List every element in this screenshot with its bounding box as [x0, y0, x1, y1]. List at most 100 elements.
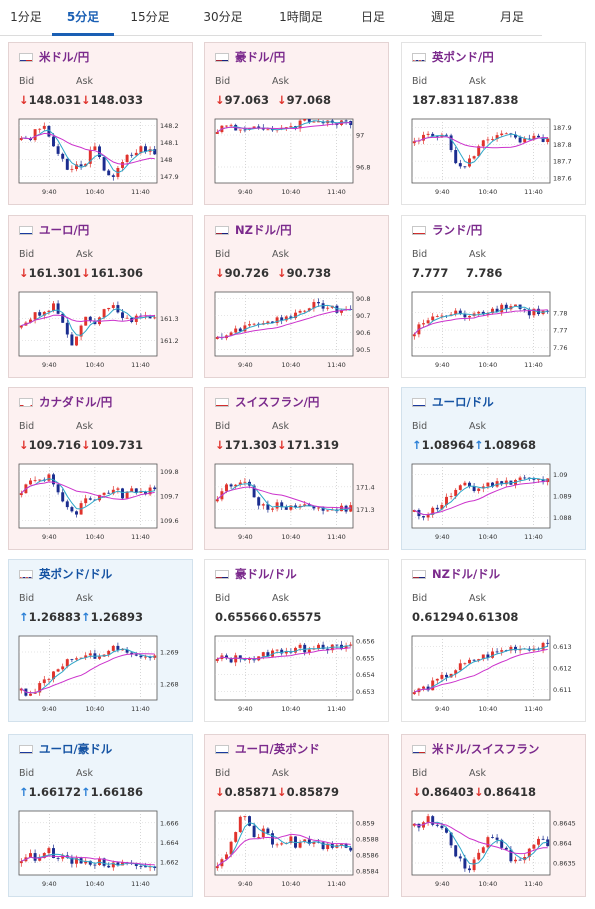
rate-card[interactable]: ユーロ/英ポンド Bid Ask ↓0.85871 ↓0.85879 0.859 0.858…: [204, 734, 389, 897]
y-tick-label: 187.6: [553, 174, 572, 182]
candle: [518, 477, 522, 480]
mini-chart[interactable]: 7.78 7.77 7.76 9:40 10:40 11:40: [410, 288, 578, 370]
candle: [19, 493, 23, 496]
pair-title[interactable]: NZドル/ドル: [412, 566, 500, 582]
candle: [33, 692, 37, 694]
pair-name[interactable]: ユーロ/ドル: [432, 395, 494, 409]
mini-chart[interactable]: 1.666 1.664 1.662 9:40 10:40 11:40: [17, 807, 185, 889]
tab-6[interactable]: 週足: [404, 0, 482, 36]
pair-title[interactable]: 米ドル/円: [19, 49, 89, 65]
bid-label: Bid: [412, 593, 428, 604]
pair-name[interactable]: 豪ドル/ドル: [235, 567, 297, 581]
pair-title[interactable]: ランド/円: [412, 222, 482, 238]
candle: [144, 656, 147, 658]
ma-short-line: [217, 304, 351, 339]
candle: [426, 320, 430, 324]
mini-chart[interactable]: 0.8645 0.864 0.8635 9:40 10:40 11:40: [410, 807, 578, 889]
candle: [52, 848, 55, 859]
pair-name[interactable]: 豪ドル/円: [235, 50, 286, 64]
rate-card[interactable]: 英ポンド/円 Bid Ask 187.831 187.838 187.9 187.8 187.…: [401, 42, 586, 205]
pair-title[interactable]: スイスフラン/円: [215, 394, 319, 410]
pair-title[interactable]: ユーロ/豪ドル: [19, 741, 112, 757]
pair-title[interactable]: ユーロ/ドル: [412, 394, 494, 410]
candle: [107, 865, 111, 868]
mini-chart[interactable]: 1.269 1.268 9:40 10:40 11:40: [17, 632, 185, 714]
pair-name[interactable]: ユーロ/英ポンド: [235, 742, 320, 756]
tab-1[interactable]: 5分足: [52, 0, 114, 36]
candle: [463, 663, 467, 665]
pair-title[interactable]: NZドル/円: [215, 222, 292, 238]
mini-chart[interactable]: 0.859 0.8588 0.8586 0.8584 9:40 10:40 11:40: [213, 807, 381, 889]
rate-card[interactable]: カナダドル/円 Bid Ask ↓109.716 ↓109.731 109.8 109.7 1…: [8, 387, 193, 550]
tab-4[interactable]: 1時間足: [260, 0, 342, 36]
candle: [472, 486, 476, 492]
x-tick-label: 10:40: [86, 188, 105, 196]
candle: [238, 816, 242, 833]
candle: [266, 129, 270, 131]
mini-chart[interactable]: 109.8 109.7 109.6 9:40 10:40 11:40: [17, 460, 185, 542]
rate-card[interactable]: 英ポンド/ドル Bid Ask ↑1.26883 ↑1.26893 1.269 1.268 9…: [8, 559, 193, 722]
rate-card[interactable]: 豪ドル/ドル Bid Ask 0.65566 0.65575 0.656 0.655 0.65…: [204, 559, 389, 722]
x-tick-label: 9:40: [435, 533, 450, 541]
pair-name[interactable]: ユーロ/豪ドル: [39, 742, 113, 756]
tab-2[interactable]: 15分足: [114, 0, 186, 36]
pair-name[interactable]: 米ドル/スイスフラン: [432, 742, 540, 756]
pair-name[interactable]: ユーロ/円: [39, 223, 90, 237]
candle: [412, 334, 416, 337]
ask-number: 0.61308: [466, 610, 519, 624]
candle: [294, 505, 297, 508]
pair-name[interactable]: ランド/円: [432, 223, 483, 237]
pair-title[interactable]: 豪ドル/ドル: [215, 566, 297, 582]
rate-card[interactable]: NZドル/円 Bid Ask ↓90.726 ↓90.738 90.8 90.7 90.6 90…: [204, 215, 389, 378]
rate-card[interactable]: NZドル/ドル Bid Ask 0.61294 0.61308 0.613 0.612 0.6…: [401, 559, 586, 722]
mini-chart[interactable]: 97 96.8 9:40 10:40 11:40: [213, 115, 381, 197]
tab-0[interactable]: 1分足: [0, 0, 52, 36]
mini-chart[interactable]: 148.2 148.1 148 147.9 9:40 10:40 11:40: [17, 115, 185, 197]
rate-card[interactable]: ランド/円 Bid Ask 7.777 7.786 7.78 7.77 7.76 9:40 10:…: [401, 215, 586, 378]
pair-title[interactable]: 米ドル/スイスフラン: [412, 741, 539, 757]
rate-card[interactable]: ユーロ/円 Bid Ask ↓161.301 ↓161.306 161.3 161.2 9:4…: [8, 215, 193, 378]
pair-title[interactable]: カナダドル/円: [19, 394, 112, 410]
y-tick-label: 0.8586: [356, 852, 379, 860]
pair-title[interactable]: 英ポンド/ドル: [19, 566, 112, 582]
candle: [312, 121, 316, 123]
mini-chart[interactable]: 0.613 0.612 0.611 9:40 10:40 11:40: [410, 632, 578, 714]
mini-chart[interactable]: 187.9 187.8 187.7 187.6 9:40 10:40 11:40: [410, 115, 578, 197]
candle: [458, 663, 462, 671]
pair-name[interactable]: 英ポンド/ドル: [39, 567, 113, 581]
pair-title[interactable]: ユーロ/円: [19, 222, 89, 238]
bid-number: 148.031: [28, 93, 82, 107]
pair-title[interactable]: 英ポンド/円: [412, 49, 494, 65]
rate-card[interactable]: 米ドル/円 Bid Ask ↓148.031 ↓148.033 148.2 148.1 148…: [8, 42, 193, 205]
bid-label: Bid: [19, 768, 35, 779]
pair-name[interactable]: スイスフラン/円: [235, 395, 320, 409]
candle: [546, 138, 550, 142]
mini-chart[interactable]: 171.4 171.3 9:40 10:40 11:40: [213, 460, 381, 542]
rate-card[interactable]: スイスフラン/円 Bid Ask ↓171.303 ↓171.319 171.4 171.3…: [204, 387, 389, 550]
rate-card[interactable]: 米ドル/スイスフラン Bid Ask ↓0.86403 ↓0.86418 0.8645 0.…: [401, 734, 586, 897]
candle: [280, 127, 284, 130]
pair-name[interactable]: NZドル/円: [235, 223, 292, 237]
pair-name[interactable]: NZドル/ドル: [432, 567, 501, 581]
tab-3[interactable]: 30分足: [186, 0, 260, 36]
mini-chart[interactable]: 1.09 1.089 1.088 9:40 10:40 11:40: [410, 460, 578, 542]
rate-card[interactable]: 豪ドル/円 Bid Ask ↓97.063 ↓97.068 97 96.8 9:40 10:40…: [204, 42, 389, 205]
tab-5[interactable]: 日足: [342, 0, 404, 36]
pair-name[interactable]: 英ポンド/円: [432, 50, 494, 64]
mini-chart[interactable]: 0.656 0.655 0.654 0.653 9:40 10:40 11:40: [213, 632, 381, 714]
candle: [435, 678, 439, 681]
pair-title[interactable]: 豪ドル/円: [215, 49, 285, 65]
candle: [454, 150, 458, 164]
mini-chart[interactable]: 161.3 161.2 9:40 10:40 11:40: [17, 288, 185, 370]
ma-short-line: [216, 822, 351, 867]
pair-name[interactable]: カナダドル/円: [39, 395, 113, 409]
tab-7[interactable]: 月足: [482, 0, 542, 36]
pair-name[interactable]: 米ドル/円: [39, 50, 90, 64]
rate-card[interactable]: ユーロ/豪ドル Bid Ask ↑1.66172 ↑1.66186 1.666 1.664 1…: [8, 734, 193, 897]
mini-chart[interactable]: 90.8 90.7 90.6 90.5 9:40 10:40 11:40: [213, 288, 381, 370]
ma-long-line: [413, 309, 548, 335]
pair-title[interactable]: ユーロ/英ポンド: [215, 741, 320, 757]
rate-card[interactable]: ユーロ/ドル Bid Ask ↑1.08964 ↑1.08968 1.09 1.089 1.0…: [401, 387, 586, 550]
candle: [61, 666, 65, 670]
candle: [298, 842, 302, 848]
